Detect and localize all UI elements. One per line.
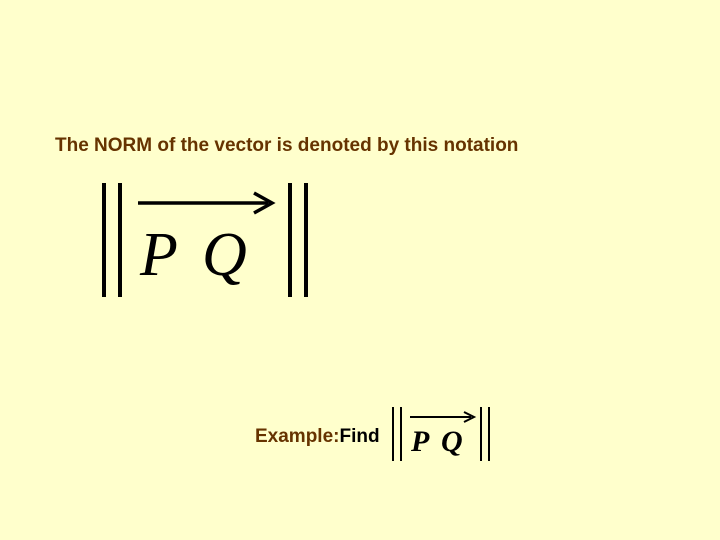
glyph-q: Q [202,221,247,289]
svg-text:P: P [410,425,430,458]
find-label: Find [339,426,379,448]
glyph-p: P [139,221,178,289]
norm-notation-small: P Q [386,403,496,471]
svg-text:Q: Q [441,425,463,458]
heading-text: The NORM of the vector is denoted by thi… [55,135,518,157]
norm-notation-large: P Q [90,175,320,305]
example-label: Example: [255,426,339,448]
example-line: Example: Find P Q [255,403,496,471]
